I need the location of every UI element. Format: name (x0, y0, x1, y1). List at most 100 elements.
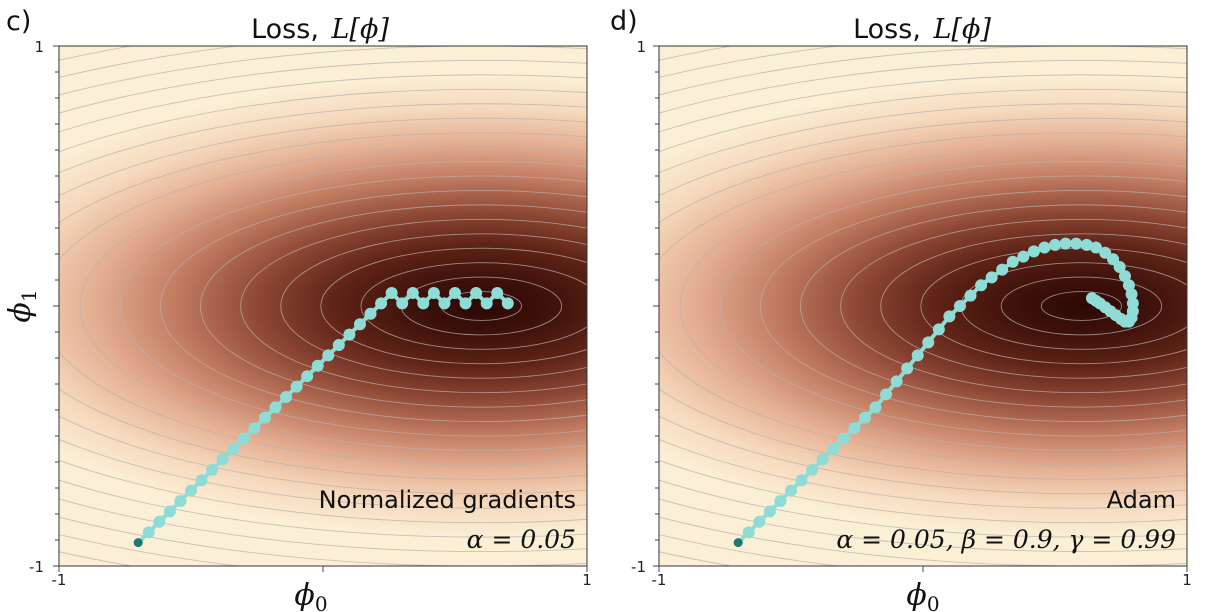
path-point (953, 300, 966, 312)
x-tick-right: 1 (582, 571, 592, 589)
path-point (480, 297, 493, 310)
path-point (848, 422, 861, 435)
contour-line (360, 262, 587, 350)
path-point (1080, 238, 1093, 251)
path-point (1113, 261, 1126, 273)
panel-letter: c) (6, 6, 31, 37)
x-axis-label-sub: 0 (315, 592, 328, 612)
path-point (459, 297, 472, 310)
annotation-method: Adam (1107, 486, 1176, 514)
contour-line (920, 247, 1187, 365)
path-point (880, 388, 893, 401)
path-point (1038, 241, 1051, 254)
path-point (501, 297, 514, 310)
x-axis-label-main: ϕ (906, 578, 926, 612)
path-point (269, 401, 282, 414)
x-axis-label-sub: 0 (927, 592, 940, 612)
contour-line (200, 204, 587, 408)
contour-line (659, 60, 1187, 552)
chart-title-text: Loss, (853, 14, 929, 45)
path-point (364, 307, 377, 320)
path-point (1122, 279, 1135, 292)
path-point (1006, 255, 1019, 268)
chart-title: Loss, L[ϕ] (251, 14, 389, 45)
path-point (911, 349, 924, 362)
contour-line (119, 175, 587, 437)
contour-line (59, 132, 587, 480)
path-point (185, 484, 197, 497)
path-point (795, 474, 808, 487)
path-point (1070, 237, 1083, 250)
path-point (195, 474, 208, 487)
path-point (922, 336, 935, 349)
path-point (153, 515, 166, 528)
path-point (1099, 246, 1112, 259)
panel-d: d) Loss, L[ϕ] 1 -1 -1 1 ϕ0 Adam α = 0.05… (610, 6, 1192, 612)
annotation-params: α = 0.05 (467, 525, 576, 554)
path-point (449, 287, 461, 299)
path-point (763, 505, 776, 518)
x-axis-label-main: ϕ (294, 578, 314, 612)
panel-letter: d) (610, 6, 638, 37)
contour-line (800, 204, 1187, 408)
path-point (943, 310, 956, 323)
path-point (932, 323, 945, 336)
x-axis-label: ϕ0 (906, 578, 939, 612)
y-tick-top: 1 (34, 38, 44, 56)
path-point (996, 263, 1009, 276)
path-point (1085, 292, 1098, 305)
path-point (301, 370, 314, 383)
y-tick-bottom: -1 (631, 558, 646, 576)
path-point (163, 505, 176, 518)
path-point (1125, 288, 1138, 301)
contour-line (79, 161, 587, 451)
path-point (385, 287, 398, 299)
contour-line (59, 117, 587, 495)
path-point (1118, 270, 1131, 283)
path-point (311, 359, 324, 372)
path-point (827, 443, 840, 455)
annotation-params: α = 0.05, β = 0.9, γ = 0.99 (836, 525, 1176, 554)
path-point (290, 380, 303, 393)
contour-line (1040, 291, 1122, 321)
y-axis-label-sub: 1 (17, 289, 41, 302)
y-tick-top: 1 (636, 38, 646, 56)
path-point (216, 453, 229, 466)
path-start-point (133, 538, 143, 548)
path-point (816, 453, 829, 466)
path-point (837, 432, 850, 445)
y-tick-bottom: -1 (29, 558, 44, 576)
path-point (753, 515, 766, 528)
path-point (806, 463, 819, 476)
path-point (343, 328, 356, 341)
contour-line (659, 146, 1187, 466)
path-point (248, 422, 261, 435)
x-axis-label: ϕ0 (294, 578, 327, 612)
path-point (985, 271, 998, 284)
path-point (1049, 238, 1061, 251)
path-start-point (733, 538, 743, 548)
contour-line (880, 233, 1187, 379)
contour-line (59, 103, 587, 509)
contour-line (59, 60, 587, 552)
contour-line (659, 117, 1187, 495)
contour-line (760, 190, 1187, 422)
path-point (858, 411, 871, 424)
contour-lines (659, 46, 1187, 566)
y-axis-label-main: ϕ (3, 302, 38, 322)
path-point (774, 495, 787, 507)
path-point (417, 297, 430, 310)
path-point (332, 339, 345, 351)
path-point (438, 297, 451, 310)
contour-line (659, 132, 1187, 480)
path-point (396, 297, 409, 310)
contour-line (320, 247, 587, 365)
path-point (785, 484, 797, 497)
path-point (427, 287, 440, 299)
contour-line (280, 233, 587, 379)
path-point (227, 443, 240, 455)
path-point (406, 287, 419, 299)
